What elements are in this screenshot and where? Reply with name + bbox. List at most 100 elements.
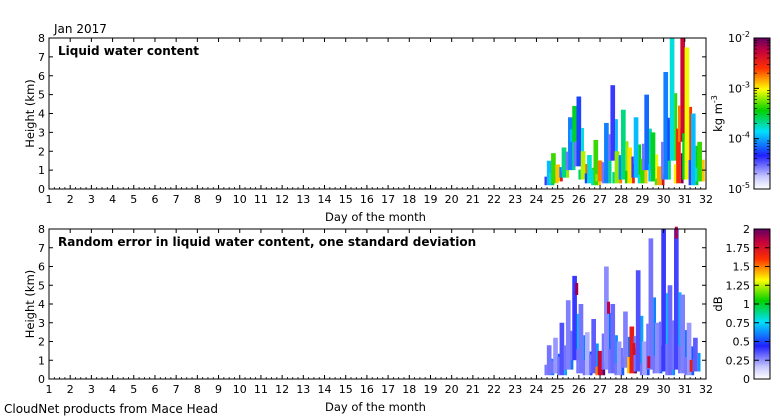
data-cell [569,129,573,142]
colorbar [753,37,771,190]
data-cell [625,141,629,180]
colorbar-tick-label: 0.5 [733,336,751,349]
data-cell [584,332,590,376]
x-tick-label: 9 [215,193,222,206]
x-tick-label: 25 [551,193,565,206]
data-cell [682,133,685,180]
data-cell [552,175,556,182]
data-cell [648,164,651,182]
data-cell [642,341,647,376]
data-cell [680,38,686,142]
data-cell [650,132,656,182]
colorbar-tick-label: 1 [743,298,750,311]
x-tick-label: 21 [466,193,480,206]
data-cell [657,166,662,186]
x-tick-label: 14 [318,193,332,206]
x-tick-label: 3 [88,193,95,206]
data-cell [667,285,673,376]
x-tick-label: 20 [445,193,459,206]
colorbar-tick-label: 10-5 [728,181,750,196]
x-tick-label: 23 [508,193,522,206]
x-tick-label: 2 [67,193,74,206]
data-cell [614,151,620,184]
data-cell [604,266,609,370]
x-tick-label: 24 [529,193,543,206]
data-cell [655,154,659,182]
data-cell [689,106,693,180]
x-tick-label: 26 [572,193,586,206]
panel-lwc: 1 2 3 4 5 6 7 8 9 10 11 12 13 14 15 16 17 18 19 20 21 22 23 24 2… [23,30,771,224]
y-tick-label: 8 [38,32,45,45]
x-tick-label: 6 [151,193,158,206]
y-tick-label: 4 [38,298,45,311]
colorbar-tick-label: 1.25 [726,279,751,292]
x-tick-label: 20 [445,383,459,396]
x-tick-label: 22 [487,193,501,206]
data-cell [684,47,690,180]
data-cell [565,300,571,370]
x-tick-label: 15 [339,383,353,396]
colorbar-tick-label: 10-2 [728,30,750,45]
colorbar-tick-label: 1.75 [726,242,751,255]
colorbar-tick-label: 10-3 [728,80,750,95]
data-cell [621,109,626,180]
data-cell [557,356,560,376]
data-cell [671,320,674,370]
data-cell [641,143,645,171]
data-cell [697,141,702,182]
colorbar-tick-label: 1.5 [733,261,751,274]
colorbar-unit: kg m-3 [710,95,725,132]
data-cell [608,150,612,184]
x-tick-label: 30 [657,193,671,206]
data-cell [632,343,636,355]
colorbar-tick-label: 10-4 [728,131,750,146]
data-cell [587,155,592,184]
data-cell [680,294,686,374]
x-tick-label: 31 [678,193,692,206]
x-tick-label: 4 [109,383,116,396]
x-tick-label: 6 [151,383,158,396]
data-cell [615,335,618,374]
x-tick-label: 28 [614,383,628,396]
data-cell [568,117,573,171]
colorbar-tick-label: 0.25 [726,354,751,367]
data-cell [680,153,684,184]
x-tick-label: 19 [423,383,437,396]
data-cell [644,169,648,184]
x-tick-label: 27 [593,193,607,206]
data-cell [695,145,699,186]
data-cell [673,164,677,184]
data-cell [615,119,618,161]
y-tick-label: 8 [38,223,45,236]
data-cell [553,337,558,374]
panel-title: Liquid water content [58,44,199,58]
x-tick-label: 17 [381,383,395,396]
data-cell [663,71,669,180]
colorbar-tick-label: 0 [743,373,750,386]
data-cell [678,292,682,370]
x-tick-label: 31 [678,383,692,396]
x-tick-label: 5 [130,193,137,206]
x-tick-label: 29 [635,383,649,396]
data-cell [646,323,649,370]
data-cell [639,363,643,376]
data-cell [644,94,649,171]
data-cell [665,343,668,376]
data-cell [694,167,698,182]
data-cell [593,139,599,186]
x-tick-label: 21 [466,383,480,396]
data-cell [578,304,584,374]
x-tick-label: 9 [215,383,222,396]
x-tick-label: 12 [275,383,289,396]
x-tick-label: 13 [296,193,310,206]
data-cell [678,105,681,142]
x-tick-label: 28 [614,193,628,206]
y-axis-label: Height (km) [23,270,37,339]
x-tick-label: 27 [593,383,607,396]
data-cell [661,174,665,186]
x-tick-label: 15 [339,193,353,206]
data-cell [574,141,577,167]
y-tick-label: 5 [38,89,45,102]
data-cell [608,312,612,370]
data-cell [565,151,569,171]
